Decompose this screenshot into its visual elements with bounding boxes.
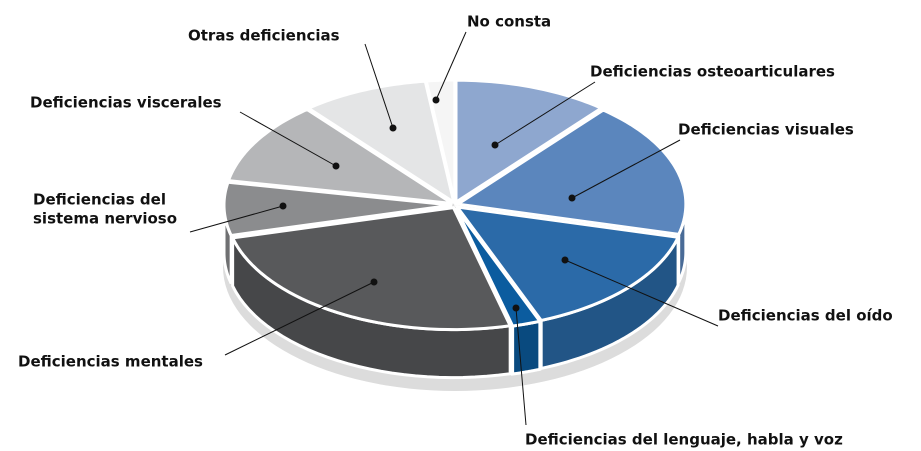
label-dot	[332, 162, 340, 170]
slice-label: sistema nervioso	[33, 210, 177, 228]
leader-line	[515, 307, 527, 426]
leader-line	[435, 31, 467, 101]
slice-label: Deficiencias viscerales	[30, 94, 222, 112]
slice-label: No consta	[467, 13, 551, 31]
leader-line	[364, 43, 394, 129]
slice-label: Deficiencias del lenguaje, habla y voz	[525, 431, 843, 449]
pie-slice	[453, 108, 688, 237]
slice-label: Deficiencias mentales	[18, 353, 203, 371]
pie-slice	[454, 78, 605, 205]
pie-slice	[424, 78, 457, 203]
pie-slice	[305, 79, 457, 206]
slice-label: Deficiencias del oído	[718, 307, 893, 325]
label-dot	[568, 194, 576, 202]
leader-line	[189, 205, 284, 233]
leader-line	[224, 281, 375, 356]
leader-line	[494, 81, 596, 146]
leader-line	[571, 139, 681, 199]
label-dot	[370, 278, 378, 286]
slice-label: Otras deficiencias	[188, 27, 340, 45]
slice-label: Deficiencias osteoarticulares	[590, 63, 835, 81]
leader-line	[239, 111, 337, 167]
pie-slice	[230, 205, 513, 332]
label-dot	[561, 256, 569, 264]
label-dot	[512, 304, 520, 312]
label-dot	[279, 202, 287, 210]
pie-slice-side	[511, 319, 542, 376]
slice-label: Deficiencias del	[33, 191, 166, 209]
pie-slice	[226, 107, 454, 205]
slice-label: Deficiencias visuales	[678, 121, 854, 139]
label-dot	[432, 96, 440, 104]
pie-slice	[222, 180, 453, 238]
leader-line	[564, 259, 719, 327]
label-dot	[389, 124, 397, 132]
pie-slice	[454, 206, 543, 328]
label-dot	[491, 141, 499, 149]
